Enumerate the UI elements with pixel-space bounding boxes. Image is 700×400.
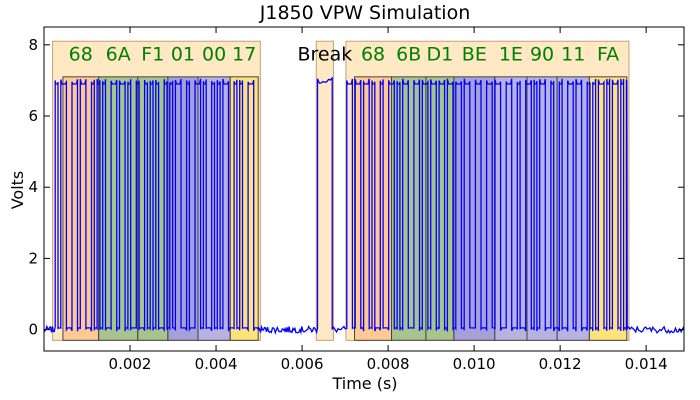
byte-label: 01 xyxy=(171,44,195,66)
x-tick-label: 0.010 xyxy=(453,355,496,373)
byte-label: F1 xyxy=(141,44,164,66)
byte-label: D1 xyxy=(427,44,454,66)
chart-title: J1850 VPW Simulation xyxy=(259,2,470,24)
y-tick-label: 6 xyxy=(28,107,38,125)
x-tick-label: 0.012 xyxy=(539,355,582,373)
byte-box-1 xyxy=(98,76,139,341)
byte-box-10 xyxy=(494,76,528,341)
byte-box-6 xyxy=(354,76,393,341)
byte-box-9 xyxy=(453,76,496,341)
byte-label: 6A xyxy=(106,44,131,66)
byte-label: 6B xyxy=(396,44,421,66)
plot-frame xyxy=(43,26,685,352)
y-axis-label: Volts xyxy=(8,171,27,210)
byte-label: 00 xyxy=(202,44,226,66)
x-tick-label: 0.014 xyxy=(625,355,668,373)
byte-label: 68 xyxy=(361,44,385,66)
x-tick-label: 0.006 xyxy=(281,355,324,373)
x-tick-label: 0.002 xyxy=(109,355,152,373)
x-tick-label: 0.004 xyxy=(195,355,238,373)
byte-label: 68 xyxy=(69,44,93,66)
byte-box-11 xyxy=(526,76,558,341)
byte-label: FA xyxy=(597,44,619,66)
y-tick-label: 0 xyxy=(28,321,38,339)
y-tick-label: 8 xyxy=(28,36,38,54)
x-axis-label: Time (s) xyxy=(331,374,397,393)
byte-label: BE xyxy=(462,44,487,66)
byte-label: 1E xyxy=(499,44,523,66)
byte-label: 11 xyxy=(561,44,585,66)
y-tick-label: 4 xyxy=(28,178,38,196)
x-tick-label: 0.008 xyxy=(367,355,410,373)
y-tick-label: 2 xyxy=(28,249,38,267)
byte-label: 90 xyxy=(530,44,554,66)
byte-label: 17 xyxy=(232,44,256,66)
signal-trace xyxy=(44,76,684,335)
break-annotation: Break xyxy=(297,44,352,66)
plot-area: 0.002 0.004 0.006 0.008 0.010 0.012 0.01402468… xyxy=(28,26,685,373)
frame-box-1 xyxy=(315,40,334,341)
